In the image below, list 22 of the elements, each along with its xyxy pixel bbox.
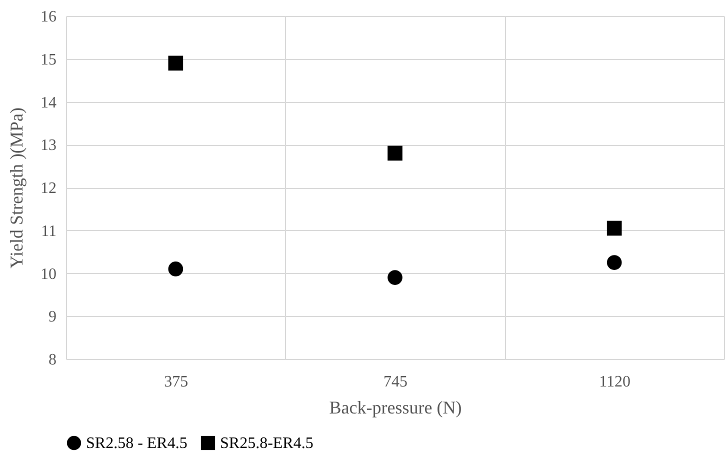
x-tick-label: 375 xyxy=(164,374,188,390)
legend-label: SR25.8-ER4.5 xyxy=(220,435,314,452)
point xyxy=(606,220,622,236)
x-tick-label: 745 xyxy=(384,374,408,390)
x-axis-title: Back-pressure (N) xyxy=(329,398,462,418)
point xyxy=(606,255,622,270)
point xyxy=(168,56,184,71)
point xyxy=(388,270,402,285)
y-tick-label: 15 xyxy=(40,51,56,68)
y-axis-title: Yield Strength )(MPa) xyxy=(6,108,26,268)
y-tick-label: 12 xyxy=(40,180,56,197)
point xyxy=(388,146,402,161)
y-tick-label: 9 xyxy=(48,308,56,326)
y-tick-label: 8 xyxy=(48,352,56,368)
y-tick-label: 14 xyxy=(40,94,56,112)
x-tick-label: 1120 xyxy=(599,374,631,390)
y-tick-label: 11 xyxy=(41,222,56,240)
y-tick-label: 10 xyxy=(40,266,56,283)
point xyxy=(168,262,184,276)
y-tick-label: 16 xyxy=(40,8,56,26)
legend-label: SR2.58 - ER4.5 xyxy=(86,435,188,452)
y-tick-label: 13 xyxy=(40,137,56,154)
